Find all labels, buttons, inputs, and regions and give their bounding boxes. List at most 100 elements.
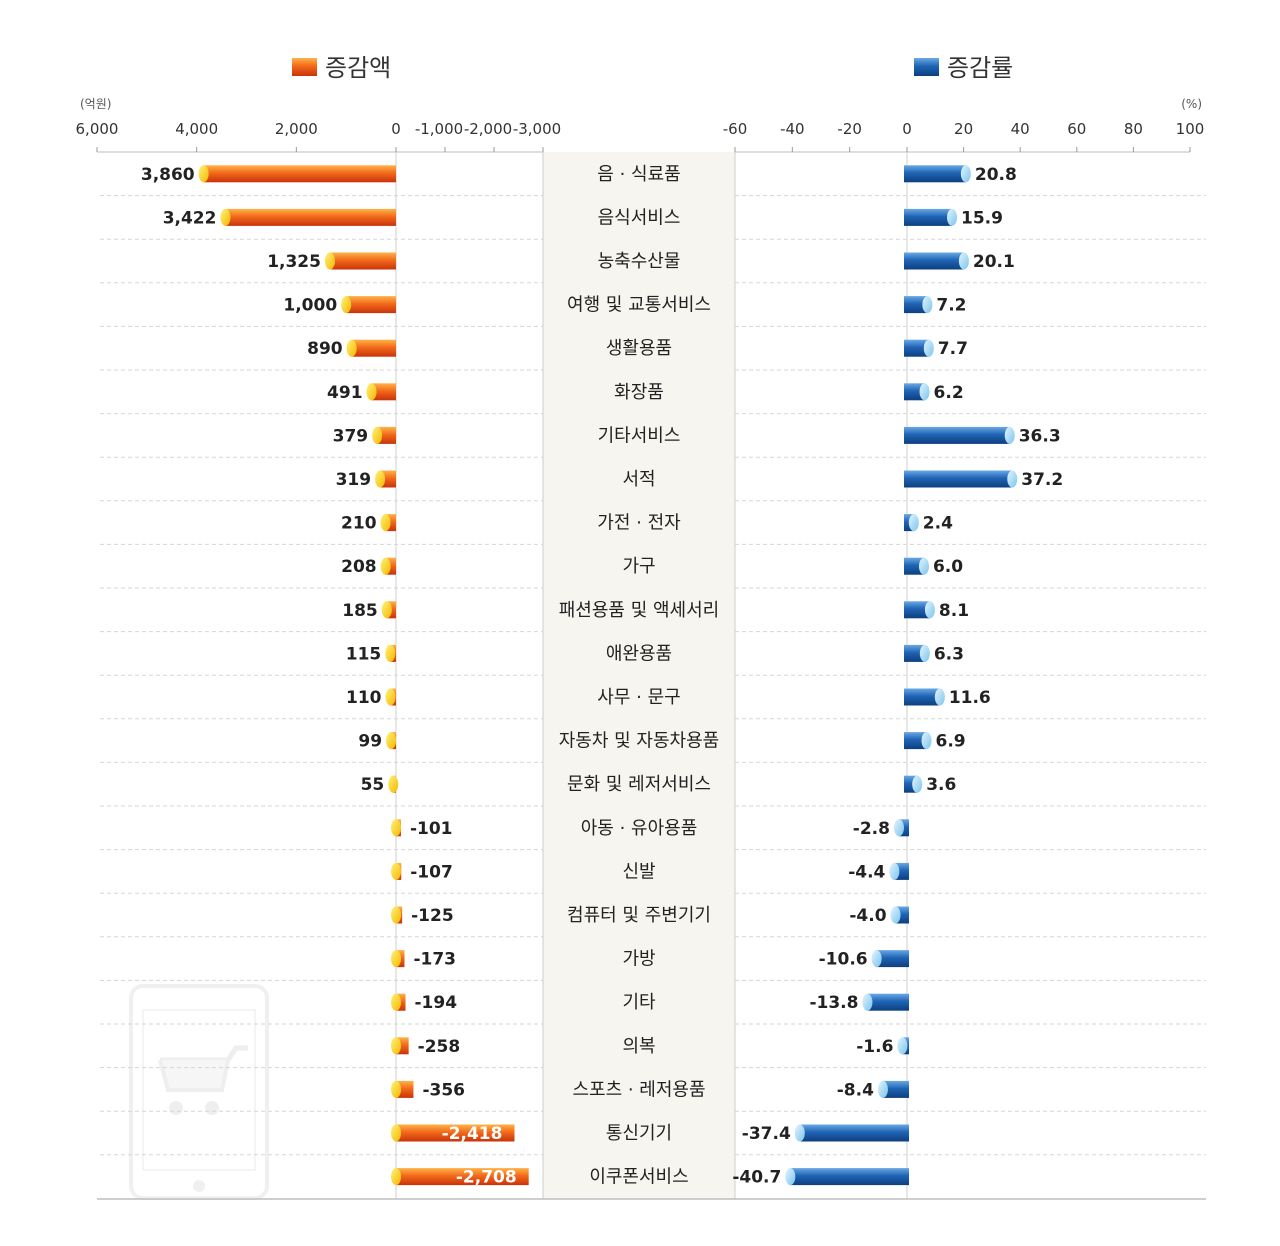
rate-bar: 36.3 (904, 426, 1061, 446)
amount-bar-cap (380, 557, 391, 575)
rate-bar-body (876, 950, 909, 968)
amount-bar-cap (386, 732, 397, 750)
amount-bar-body (351, 339, 396, 357)
category-label: 음식서비스 (598, 207, 681, 228)
rate-value-label: 36.3 (1019, 426, 1061, 446)
rate-bar-body (904, 557, 924, 575)
amount-bar: -356 (391, 1080, 465, 1100)
amount-bar: 1,000 (283, 296, 396, 316)
amount-bar: 99 (358, 732, 397, 752)
amount-value-label: 890 (307, 339, 343, 359)
category-label: 가전 · 전자 (597, 513, 681, 534)
rate-bar: 6.0 (904, 557, 963, 577)
amount-bar-cap (375, 470, 386, 488)
amount-tick-label: 0 (391, 120, 401, 138)
amount-bar-body (396, 1124, 515, 1142)
amount-bar-body (203, 165, 396, 183)
rate-value-label: 20.1 (973, 252, 1015, 272)
rate-bar-body (904, 208, 952, 226)
category-label: 패션용품 및 액세서리 (559, 600, 719, 621)
category-label: 컴퓨터 및 주변기기 (567, 905, 711, 926)
amount-value-label: 491 (327, 383, 363, 403)
amount-value-label: 1,000 (283, 296, 337, 316)
rate-value-label: -1.6 (856, 1037, 893, 1057)
category-label: 생활용품 (606, 338, 672, 359)
rate-bar: 8.1 (904, 601, 969, 621)
rate-bar-body (904, 252, 964, 270)
rate-tick-label: 100 (1176, 120, 1205, 138)
amount-value-label: 55 (361, 775, 385, 795)
amount-value-label: -356 (422, 1080, 465, 1100)
amount-unit-label: (억원) (80, 97, 111, 111)
rate-bar-body (898, 819, 909, 837)
rate-value-label: 8.1 (939, 601, 969, 621)
rate-bar-body (790, 1168, 909, 1186)
amount-bar-body (377, 426, 396, 444)
amount-bar-cap (391, 1124, 401, 1142)
amount-bar-cap (391, 1168, 401, 1186)
rate-bar-cap (918, 557, 929, 575)
legend-rate-label: 증감률 (947, 54, 1013, 82)
amount-bar: 115 (346, 644, 396, 664)
rate-bars: 20.8 15.9 20.1 7.2 7.7 6.2 36.3 37.2 2.4 6.0 8.1 6.… (732, 165, 1063, 1188)
rate-tick-label: -60 (723, 120, 748, 138)
amount-bars: 3,860 3,422 1,325 1,000 890 491 379 319 210 208 18… (141, 165, 529, 1188)
amount-tick-label: -1,000 (415, 120, 463, 138)
rate-bar-cap (877, 1080, 888, 1098)
amount-value-label: -194 (415, 993, 458, 1013)
amount-value-label: -258 (418, 1037, 461, 1057)
shopping-cart-watermark (129, 984, 269, 1200)
rate-unit-label: (%) (1181, 97, 1202, 111)
amount-bar-body (329, 252, 396, 270)
amount-value-label: 3,860 (141, 165, 195, 185)
rate-bar: -4.4 (848, 862, 909, 882)
amount-bar-body (396, 1168, 529, 1186)
rate-bar-cap (960, 165, 971, 183)
rate-bar-cap (922, 296, 933, 314)
amount-bar-cap (380, 514, 391, 532)
amount-bar-body (225, 208, 396, 226)
rate-value-label: 2.4 (923, 514, 953, 534)
rate-bar-body (904, 383, 925, 401)
rate-bar: 37.2 (904, 470, 1063, 490)
amount-bar-cap (366, 383, 377, 401)
rate-bar: -8.4 (837, 1080, 909, 1100)
rate-bar: 7.2 (904, 296, 967, 316)
amount-bar: 491 (327, 383, 396, 403)
amount-bar-cap (391, 862, 401, 880)
rate-bar: -10.6 (819, 950, 909, 970)
rate-value-label: 6.9 (936, 732, 966, 752)
category-label: 음 · 식료품 (597, 164, 680, 185)
category-band (543, 152, 735, 1199)
rate-bar-body (904, 165, 966, 183)
rate-bar-body (799, 1124, 909, 1142)
rate-bar-cap (934, 688, 945, 706)
amount-bar-cap (391, 1080, 401, 1098)
amount-tick-label: 6,000 (76, 120, 119, 138)
rate-value-label: -4.0 (849, 906, 886, 926)
rate-bar: -2.8 (853, 819, 909, 839)
category-label: 가구 (622, 556, 655, 577)
category-label: 문화 및 레저서비스 (567, 774, 711, 795)
rate-bar-body (904, 339, 929, 357)
rate-bar-cap (889, 862, 900, 880)
row-separators (100, 195, 1206, 1156)
amount-value-label: -2,418 (442, 1124, 503, 1144)
rate-value-label: 7.2 (936, 296, 966, 316)
rate-bar-body (904, 732, 927, 750)
amount-bar-cap (324, 252, 335, 270)
legend-rate: 증감률 (914, 54, 1013, 82)
rate-tick-label: -40 (780, 120, 805, 138)
category-label: 서적 (622, 469, 655, 490)
rate-bar: 6.2 (904, 383, 964, 403)
rate-value-label: -2.8 (853, 819, 890, 839)
amount-bar: 319 (336, 470, 396, 490)
amount-value-label: -107 (410, 862, 453, 882)
amount-value-label: 99 (358, 732, 382, 752)
amount-bar: -258 (391, 1037, 460, 1057)
rate-bar-cap (919, 383, 930, 401)
amount-value-label: 185 (342, 601, 378, 621)
amount-bar-cap (391, 993, 401, 1011)
axis-ticks: 6,000 4,000 2,000 0 -1,000 -2,000 -3,000 -60 -40… (76, 120, 1205, 152)
